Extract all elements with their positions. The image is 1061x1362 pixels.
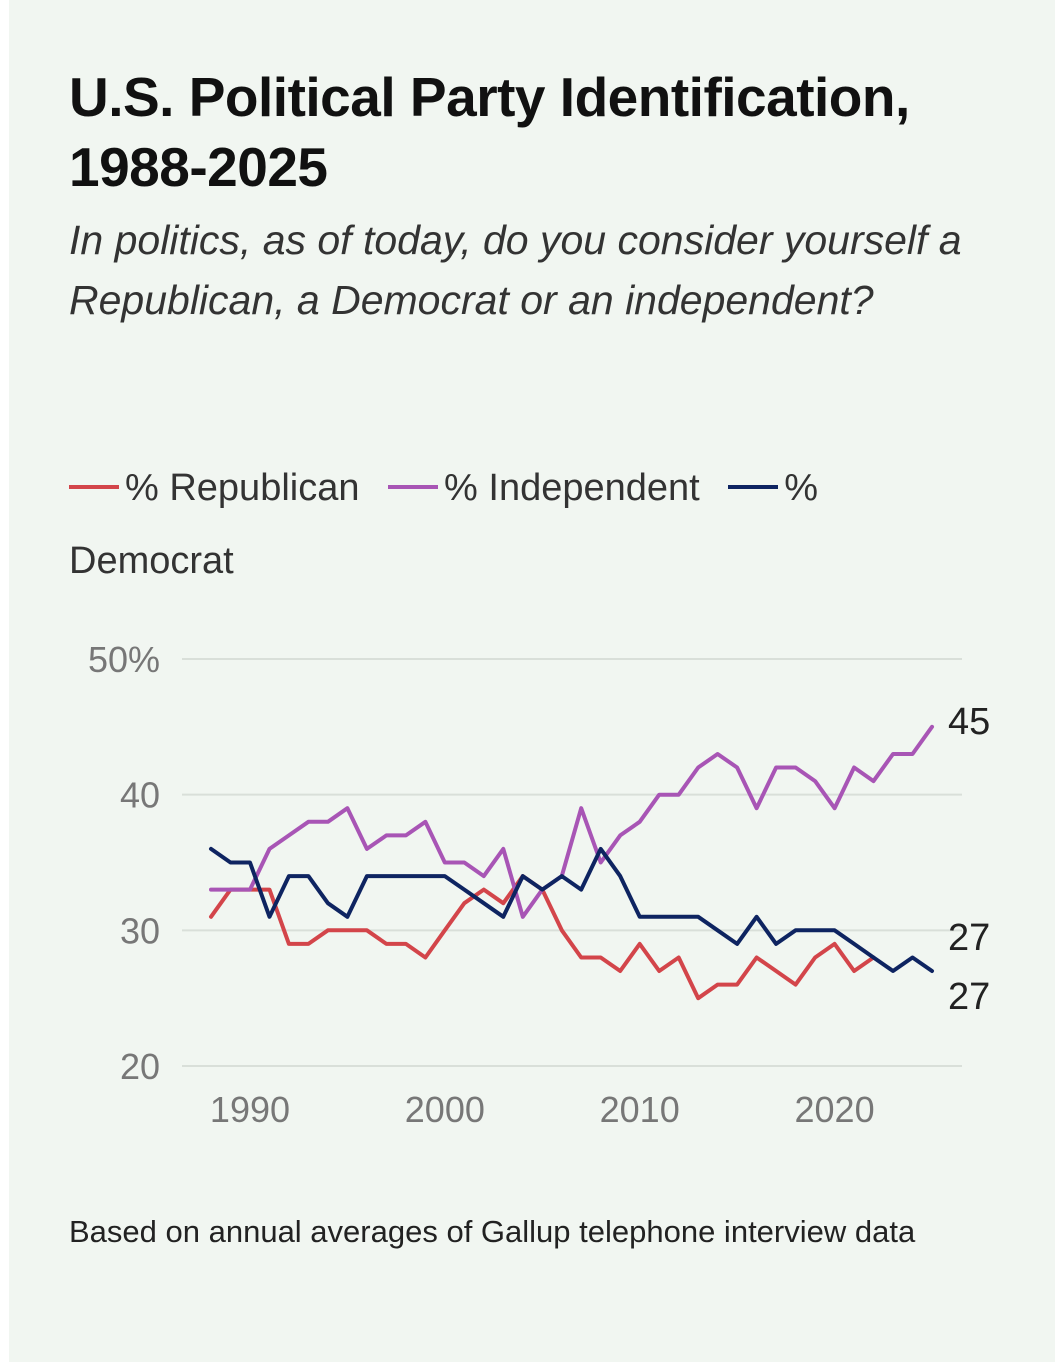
series-line-independent xyxy=(209,724,934,919)
x-tick-label: 1990 xyxy=(210,1089,290,1130)
x-tick-label: 2020 xyxy=(795,1089,875,1130)
x-tick-label: 2000 xyxy=(405,1089,485,1130)
y-tick-label: 40 xyxy=(120,775,160,816)
chart-title: U.S. Political Party Identification, 198… xyxy=(69,66,910,198)
legend-label-independent: % Independent xyxy=(444,467,700,509)
legend-label-republican: % Republican xyxy=(125,467,360,509)
legend-label-democrat: % Democrat xyxy=(69,467,819,582)
series-line-republican xyxy=(209,874,876,1001)
y-tick-label: 20 xyxy=(120,1046,160,1087)
legend-item-independent: % Independent xyxy=(388,467,700,509)
y-tick-label: 50% xyxy=(88,639,160,680)
footnote: Based on annual averages of Gallup telep… xyxy=(69,1214,916,1249)
chart-subtitle: In politics, as of today, do you conside… xyxy=(69,217,962,323)
series-lines xyxy=(209,724,934,1001)
end-label-republican: 27 xyxy=(948,917,990,959)
chart-card: U.S. Political Party Identification, 198… xyxy=(9,0,1055,1362)
axis-labels: 20 30 40 50% 1990 2000 2010 2020 xyxy=(88,639,875,1130)
legend-item-democrat: % Democrat xyxy=(69,467,818,582)
end-label-democrat: 27 xyxy=(948,976,990,1018)
gridlines xyxy=(182,658,962,1067)
end-label-independent: 45 xyxy=(948,701,990,743)
x-tick-label: 2010 xyxy=(600,1089,680,1130)
y-tick-label: 30 xyxy=(120,910,160,951)
series-line-democrat xyxy=(209,846,934,973)
legend: % Republican % Independent % Democrat xyxy=(69,452,969,598)
legend-swatch-republican xyxy=(69,484,119,489)
legend-swatch-democrat xyxy=(728,484,779,489)
end-labels: 45 27 27 xyxy=(948,701,990,1018)
legend-item-republican: % Republican xyxy=(69,467,359,509)
legend-swatch-independent xyxy=(388,484,439,489)
